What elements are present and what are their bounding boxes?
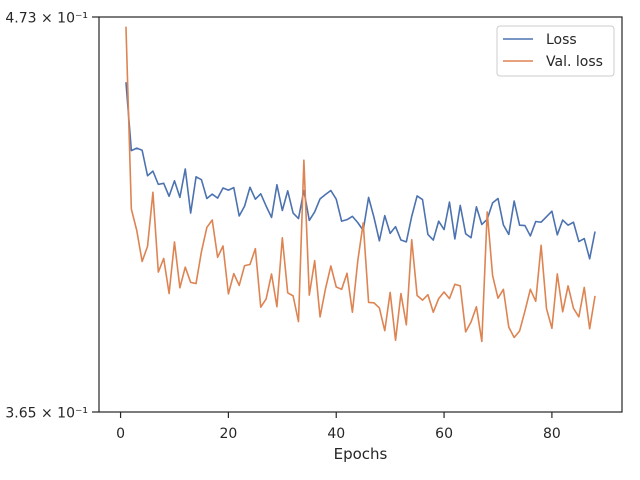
x-tick-label-20: 20 [219,426,237,442]
series-line-val-loss [125,26,596,343]
legend-label-val-loss: Val. loss [546,54,603,70]
y-tick-label-top: 4.73 × 10⁻¹ [5,11,88,27]
y-tick-label-bottom: 3.65 × 10⁻¹ [5,406,88,422]
x-tick-label-80: 80 [543,426,561,442]
series-line-loss [125,82,596,260]
legend-label-loss: Loss [546,32,577,48]
x-tick-label-40: 40 [327,426,345,442]
x-axis-label: Epochs [334,445,388,463]
x-tick-label-60: 60 [435,426,453,442]
x-tick-label-0: 0 [116,426,125,442]
plot-frame [98,16,623,413]
plot-area [99,17,622,412]
legend: Loss Val. loss [496,25,615,77]
